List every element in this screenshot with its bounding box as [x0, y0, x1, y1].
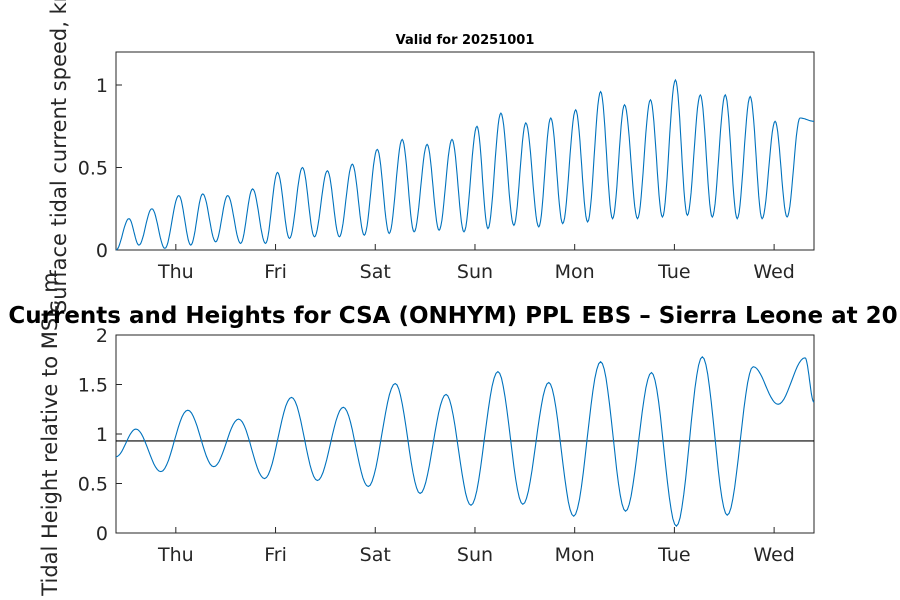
tidal-height-ytick-label: 0.5	[78, 474, 108, 496]
current-speed-xtick-label: Wed	[753, 261, 794, 283]
current-speed-xtick-label: Fri	[264, 261, 287, 283]
current-speed-ylabel: Surface tidal current speed, kn	[47, 0, 71, 313]
tidal-height-xtick-label: Fri	[264, 544, 287, 566]
current-speed-plot-area	[115, 51, 815, 251]
tidal-height-xtick-label: Sat	[360, 544, 391, 566]
current-speed-xtick-label: Mon	[555, 261, 595, 283]
tidal-height-xtick-label: Mon	[555, 544, 595, 566]
current-speed-panel: Valid for 20251001 Surface tidal current…	[47, 0, 815, 313]
tidal-height-panel: Tidal Height relative to MSL, m Thu Fri Sa…	[38, 272, 815, 597]
tidal-height-ytick-label: 1	[96, 424, 108, 446]
tidal-height-xtick-label: Wed	[753, 544, 794, 566]
current-speed-title: Valid for 20251001	[396, 33, 535, 48]
current-speed-ticks: Thu Fri Sat Sun Mon Tue Wed 0 0.5 1	[78, 75, 795, 283]
tidal-height-xtick-label: Thu	[157, 544, 194, 566]
tidal-height-ytick-label: 1.5	[78, 375, 108, 397]
tidal-height-ylabel: Tidal Height relative to MSL, m	[38, 272, 62, 596]
current-speed-ytick-label: 0.5	[78, 158, 108, 180]
tidal-height-plot-area	[115, 334, 815, 534]
current-speed-xtick-label: Tue	[657, 261, 690, 283]
current-speed-xtick-label: Thu	[157, 261, 194, 283]
tidal-height-xtick-label: Tue	[657, 544, 690, 566]
figure-main-title: Currents and Heights for CSA (ONHYM) PPL…	[8, 303, 897, 329]
tidal-height-ytick-label: 0	[96, 523, 108, 545]
tidal-height-series-line	[115, 355, 815, 527]
current-speed-xtick-label: Sun	[457, 261, 493, 283]
tidal-height-xtick-label: Sun	[457, 544, 493, 566]
tidal-height-ytick-label: 2	[96, 325, 108, 347]
current-speed-ytick-label: 1	[96, 75, 108, 97]
current-speed-xtick-label: Sat	[360, 261, 391, 283]
current-speed-ytick-label: 0	[96, 240, 108, 262]
tidal-height-ticks: Thu Fri Sat Sun Mon Tue Wed 0 0.5 1 1.5 2	[78, 325, 795, 566]
current-speed-series-line	[115, 78, 814, 251]
